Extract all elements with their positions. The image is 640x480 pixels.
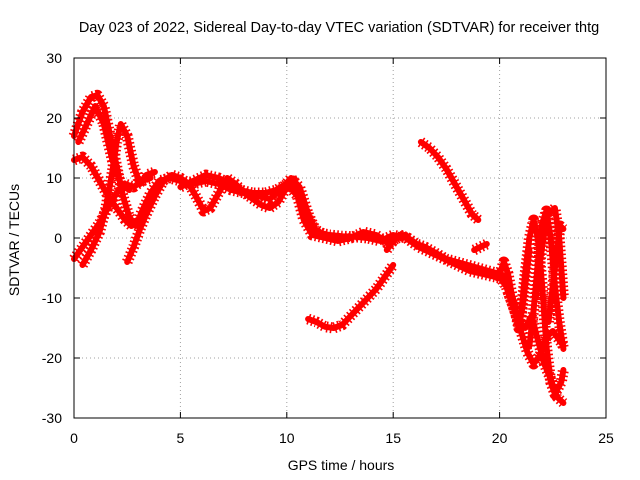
- series-markers: [417, 137, 483, 225]
- series-track-g: [177, 169, 409, 250]
- series-markers: [178, 169, 408, 250]
- series-track-h: [305, 261, 398, 334]
- series-markers: [543, 220, 568, 323]
- series-markers: [494, 249, 535, 334]
- series-layer: [68, 89, 569, 407]
- y-tick-label: 10: [46, 170, 62, 186]
- series-markers: [77, 118, 157, 268]
- x-tick-label: 25: [598, 430, 614, 446]
- x-tick-label: 5: [177, 430, 185, 446]
- series-track-d: [77, 118, 158, 268]
- y-tick-label: -10: [42, 290, 62, 306]
- y-tick-label: -20: [42, 350, 62, 366]
- axis-ticks: [73, 57, 607, 419]
- series-track-e: [73, 100, 133, 195]
- series-track-b: [71, 151, 136, 231]
- x-tick-labels: 0 5 10 15 20 25: [70, 430, 614, 446]
- series-track-k: [471, 239, 490, 255]
- series-line: [471, 241, 490, 253]
- x-axis-title: GPS time / hours: [288, 457, 395, 473]
- y-tick-label: 30: [46, 50, 62, 66]
- x-tick-label: 10: [279, 430, 295, 446]
- y-tick-label: 0: [54, 230, 62, 246]
- series-markers: [306, 261, 398, 334]
- series-track-r: [543, 220, 568, 325]
- y-axis-title: SDTVAR / TECUs: [6, 184, 22, 296]
- series-line: [75, 103, 133, 193]
- chart-title: Day 023 of 2022, Sidereal Day-to-day VTE…: [79, 20, 599, 36]
- y-tick-labels: -30 -20 -10 0 10 20 30: [42, 50, 62, 426]
- series-track-i: [382, 229, 512, 283]
- y-tick-label: -30: [42, 410, 62, 426]
- series-markers: [382, 229, 510, 283]
- x-tick-label: 20: [492, 430, 508, 446]
- series-line: [71, 154, 135, 229]
- x-tick-label: 0: [70, 430, 78, 446]
- y-tick-label: 20: [46, 110, 62, 126]
- series-track-q: [494, 247, 535, 334]
- series-markers: [515, 214, 569, 400]
- x-tick-label: 15: [385, 430, 401, 446]
- series-track-j: [417, 137, 483, 225]
